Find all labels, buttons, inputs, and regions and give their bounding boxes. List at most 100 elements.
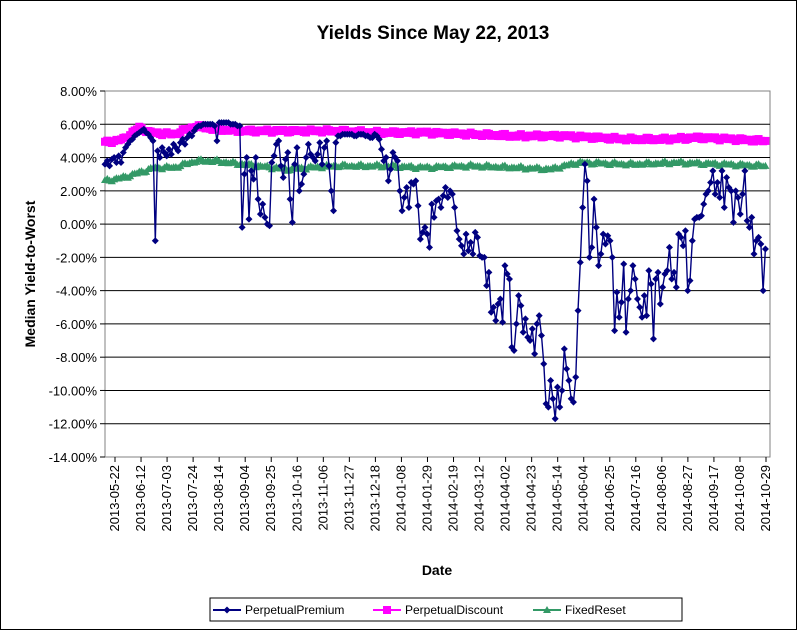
- data-point: [320, 144, 328, 152]
- x-tick-label: 2014-02-19: [446, 465, 461, 531]
- data-point: [732, 187, 740, 195]
- data-point: [327, 187, 335, 195]
- data-point: [430, 213, 438, 221]
- data-point: [647, 280, 655, 288]
- data-point: [165, 145, 173, 153]
- data-point: [469, 250, 477, 258]
- x-tick-label: 2014-08-27: [680, 465, 695, 532]
- data-point: [394, 157, 402, 165]
- data-point: [405, 203, 413, 211]
- data-point: [378, 145, 386, 153]
- data-point: [526, 337, 534, 345]
- data-point: [583, 177, 591, 185]
- x-tick-label: 2013-11-06: [315, 465, 330, 531]
- data-point: [426, 243, 434, 251]
- data-point: [149, 137, 157, 145]
- data-point: [716, 193, 724, 201]
- data-point: [384, 177, 392, 185]
- y-tick-label: -10.00%: [49, 383, 98, 398]
- x-axis-label: Date: [422, 562, 453, 578]
- data-point: [569, 398, 577, 406]
- data-point: [718, 167, 726, 175]
- data-point: [652, 275, 660, 283]
- data-point: [597, 250, 605, 258]
- legend-label: PerpetualPremium: [245, 603, 344, 617]
- data-point: [252, 154, 260, 162]
- legend-entry: PerpetualPremium: [213, 603, 344, 617]
- x-tick-label: 2013-07-24: [185, 465, 200, 532]
- data-point: [311, 157, 319, 165]
- data-point: [563, 365, 571, 373]
- x-tick-label: 2014-04-23: [524, 465, 539, 532]
- data-point: [188, 132, 196, 140]
- data-point: [761, 245, 769, 253]
- data-point: [574, 307, 582, 315]
- data-point: [300, 170, 308, 178]
- y-tick-label: 0.00%: [60, 217, 97, 232]
- x-tick-label: 2014-07-16: [628, 465, 643, 532]
- data-point: [261, 213, 269, 221]
- y-axis-label: Median Yield-to-Worst: [22, 200, 38, 347]
- data-point: [174, 147, 182, 155]
- data-point: [412, 177, 420, 185]
- series-layer: [101, 119, 770, 423]
- data-point: [270, 152, 278, 160]
- legend-box: [209, 597, 683, 622]
- data-point: [476, 252, 484, 260]
- data-point: [501, 262, 509, 270]
- y-axis-ticks: 8.00% 6.00% 4.00% 2.00% 0.00% -2.00% -4.00% -6.…: [49, 84, 105, 465]
- data-point: [325, 162, 333, 170]
- data-point: [112, 159, 120, 167]
- data-point: [240, 170, 248, 178]
- data-point: [677, 233, 685, 241]
- data-point: [565, 376, 573, 384]
- y-tick-label: -4.00%: [56, 284, 98, 299]
- data-point: [318, 160, 326, 168]
- data-point: [151, 237, 159, 245]
- data-point: [576, 258, 584, 266]
- data-point: [460, 250, 468, 258]
- data-point: [656, 300, 664, 308]
- data-point: [211, 122, 219, 130]
- data-point: [158, 144, 166, 152]
- x-tick-label: 2014-01-08: [393, 465, 408, 532]
- data-point: [448, 190, 456, 198]
- data-point: [560, 345, 568, 353]
- legend-marker: [223, 606, 231, 614]
- data-point: [672, 283, 680, 291]
- data-point: [117, 159, 125, 167]
- data-point: [499, 318, 507, 326]
- data-point: [494, 300, 502, 308]
- data-point: [441, 183, 449, 191]
- data-point: [681, 227, 689, 235]
- y-tick-label: -12.00%: [49, 417, 98, 432]
- data-point: [396, 187, 404, 195]
- data-point: [236, 122, 244, 130]
- data-point: [428, 200, 436, 208]
- data-point: [503, 270, 511, 278]
- data-point: [729, 218, 737, 226]
- plot-area: [104, 90, 771, 458]
- data-point: [704, 187, 712, 195]
- data-point: [611, 327, 619, 335]
- data-point: [727, 187, 735, 195]
- x-tick-label: 2013-09-25: [263, 465, 278, 532]
- data-point: [649, 335, 657, 343]
- series-FixedReset: [101, 155, 770, 185]
- data-point: [761, 136, 770, 145]
- data-point: [375, 135, 383, 143]
- data-point: [510, 347, 518, 355]
- data-point: [517, 302, 525, 310]
- data-point: [247, 167, 255, 175]
- x-tick-label: 2014-03-12: [472, 465, 487, 532]
- x-tick-label: 2013-10-16: [289, 465, 304, 532]
- data-point: [713, 179, 721, 186]
- data-point: [508, 343, 516, 351]
- legend-marker: [383, 606, 391, 614]
- data-point: [492, 317, 500, 325]
- x-tick-label: 2013-11-27: [341, 465, 356, 531]
- data-point: [606, 237, 614, 245]
- data-point: [293, 144, 301, 152]
- data-point: [670, 268, 678, 276]
- data-point: [471, 228, 479, 236]
